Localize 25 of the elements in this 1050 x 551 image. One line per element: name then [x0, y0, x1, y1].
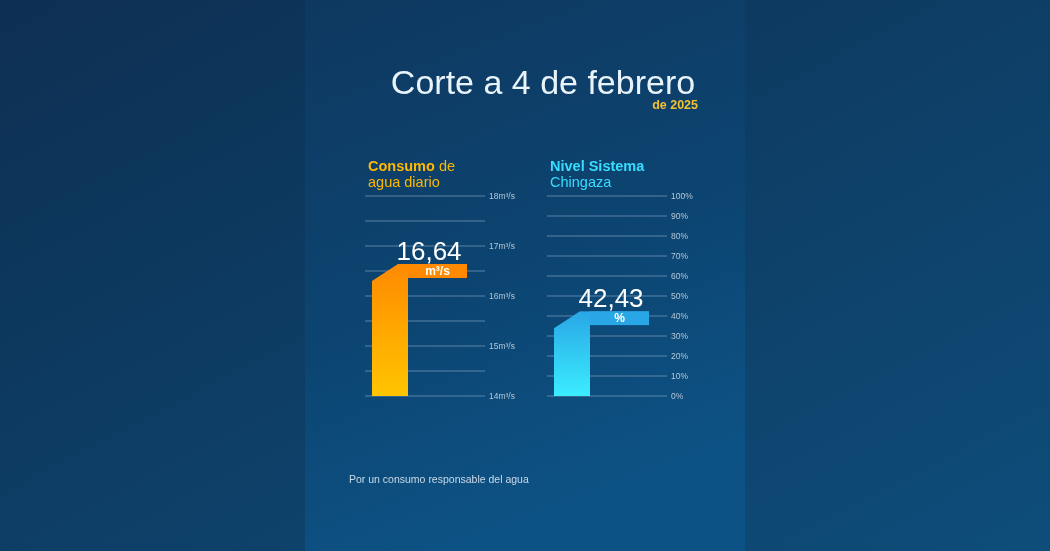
- text: de 2025: [652, 98, 699, 112]
- y-tick-label: 60%: [671, 270, 689, 281]
- y-tick-label: 18m³/s: [489, 190, 515, 201]
- y-tick-label: 17m³/s: [489, 240, 515, 251]
- y-tick-label: 40%: [671, 310, 689, 321]
- text: Corte a 4 de febrero: [390, 63, 696, 101]
- data-label: 16,64: [396, 235, 462, 266]
- y-tick-label: 100%: [671, 190, 694, 201]
- y-tick-label: 30%: [671, 330, 689, 341]
- y-tick-label: 50%: [671, 290, 689, 301]
- y-tick-label: 15m³/s: [489, 340, 515, 351]
- text: Por un consumo responsable del agua: [349, 473, 529, 485]
- chart-title: Consumo de agua diario: [368, 158, 456, 190]
- y-tick-label: 0%: [671, 390, 684, 401]
- y-tick-label: 10%: [671, 370, 689, 381]
- y-tick-label: 20%: [671, 350, 689, 361]
- y-tick-label: 80%: [671, 230, 689, 241]
- y-tick-label: 16m³/s: [489, 290, 515, 301]
- y-tick-label: 70%: [671, 250, 689, 261]
- data-label: 42,43: [578, 282, 644, 313]
- annotation: m³/s: [425, 264, 451, 278]
- annotation: %: [614, 311, 626, 326]
- chart-title: Nivel Sistema Chingaza: [550, 158, 646, 190]
- y-tick-label: 90%: [671, 210, 689, 221]
- y-tick-label: 14m³/s: [489, 390, 515, 401]
